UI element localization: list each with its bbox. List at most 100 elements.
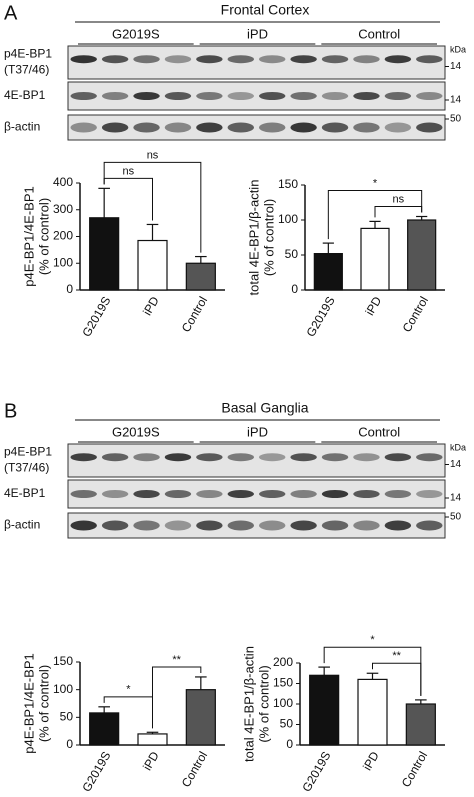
x-tick-label: G2019S (304, 294, 338, 339)
blot-band (321, 122, 349, 133)
significance-bracket (374, 206, 423, 218)
significance-label: ns (393, 193, 405, 205)
blot-band (227, 453, 254, 462)
blot-band (164, 92, 192, 100)
significance-bracket (323, 646, 422, 696)
blot-band (196, 92, 223, 100)
blot-band (133, 122, 160, 133)
blot-band (259, 92, 286, 100)
marker-label: 14 (450, 95, 462, 106)
blot-band (133, 453, 160, 462)
significance-label: ns (147, 149, 159, 161)
blot-band (321, 520, 349, 531)
blot-band (290, 122, 317, 133)
blot-band (259, 122, 286, 133)
blot-band (416, 122, 443, 133)
blot-band (384, 55, 412, 64)
blot-band (290, 520, 317, 531)
bar (405, 703, 436, 746)
blot-band (321, 490, 349, 498)
marker-label: 14 (450, 459, 462, 470)
y-tick-label: 0 (66, 737, 73, 751)
y-tick-label: 150 (278, 177, 298, 191)
blot-band (353, 92, 380, 100)
x-tick-label: Control (400, 294, 431, 335)
marker-label: 14 (450, 61, 462, 72)
blot-band (70, 520, 97, 531)
panel-label: A (4, 2, 18, 24)
blot-band (196, 453, 223, 462)
blot-band (70, 122, 97, 133)
blot-band (416, 490, 443, 498)
blot-band (164, 520, 192, 531)
group-label: G2019S (112, 26, 160, 41)
blot-band (227, 55, 254, 64)
blot-band (101, 490, 129, 498)
blot-band (290, 92, 317, 100)
blot-band (321, 55, 349, 64)
y-tick-label: 0 (291, 282, 298, 296)
x-tick-label: Control (179, 749, 210, 790)
blot-label: p4E-BP1 (4, 445, 52, 459)
bar (313, 253, 343, 291)
significance-label: * (126, 684, 131, 696)
blot-band (196, 122, 223, 133)
significance-label: ** (172, 654, 181, 666)
y-tick-label: 300 (53, 202, 73, 216)
blot-band (196, 520, 223, 531)
y-axis-label: total 4E-BP1/β-actin (241, 646, 256, 762)
blot-band (290, 453, 317, 462)
blot-band (416, 453, 443, 462)
y-axis-label: (% of control) (261, 199, 276, 276)
x-tick-label: iPD (140, 749, 162, 773)
panel-label: B (4, 400, 17, 422)
y-tick-label: 0 (286, 737, 293, 751)
y-tick-label: 100 (53, 682, 73, 696)
y-tick-label: 0 (66, 282, 73, 296)
bar (137, 733, 168, 746)
blot-band (227, 490, 254, 498)
y-tick-label: 400 (53, 175, 73, 189)
group-label: iPD (247, 26, 268, 41)
blot-band (133, 92, 160, 100)
region-title: Basal Ganglia (221, 400, 308, 416)
blot-band (353, 520, 380, 531)
x-tick-label: G2019S (79, 749, 113, 794)
blot-band (101, 55, 129, 64)
group-label: iPD (247, 424, 268, 439)
blot-band (416, 520, 443, 531)
blot-band (353, 453, 380, 462)
bar (89, 217, 120, 291)
blot-band (70, 55, 97, 64)
unit-label: kDa (450, 44, 466, 54)
blot-band (384, 453, 412, 462)
blot-band (259, 453, 286, 462)
blot-label: p4E-BP1 (4, 47, 52, 61)
y-axis-label: (% of control) (36, 665, 51, 742)
y-tick-label: 50 (285, 247, 299, 261)
bar (137, 239, 168, 291)
y-tick-label: 200 (53, 229, 73, 243)
x-tick-label: Control (399, 749, 430, 790)
blot-strip (67, 45, 446, 80)
bar (185, 689, 216, 746)
blot-band (164, 55, 192, 64)
blot-band (164, 122, 192, 133)
blot-label: 4E-BP1 (4, 88, 46, 102)
marker-label: 14 (450, 493, 462, 504)
significance-bracket (152, 666, 202, 729)
blot-band (70, 92, 97, 100)
blot-band (416, 55, 443, 64)
y-axis-label: p4E-BP1/4E-BP1 (21, 653, 36, 753)
blot-band (259, 55, 286, 64)
blot-band (353, 490, 380, 498)
x-tick-label: G2019S (299, 749, 333, 794)
blot-band (101, 520, 129, 531)
blot-band (70, 490, 97, 498)
y-tick-label: 100 (273, 696, 293, 710)
blot-band (290, 55, 317, 64)
blot-band (353, 122, 380, 133)
region-title: Frontal Cortex (221, 2, 310, 18)
significance-label: * (370, 634, 375, 646)
